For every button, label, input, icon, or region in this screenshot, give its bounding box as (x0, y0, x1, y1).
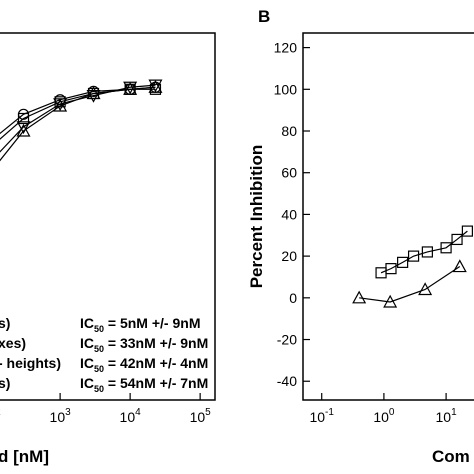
annotation-text: = 33nM +/- 9nM (104, 335, 208, 351)
y-tick-label: 20 (281, 248, 297, 264)
tick-exponent: 1 (451, 407, 457, 418)
x-tick-label: 101 (436, 407, 458, 425)
y-tick-label: 60 (281, 165, 297, 181)
marker (407, 250, 420, 262)
marker (148, 79, 163, 93)
tick-exponent: 3 (65, 407, 71, 418)
x-tick-label: 10-1 (309, 407, 334, 425)
annotation-text: = 5nM +/- 9nM (104, 315, 200, 331)
marker (53, 98, 68, 112)
annotation-prefix: IC (80, 355, 94, 371)
annotation-text: = 42nM +/- 4nM (104, 355, 208, 371)
marker (452, 259, 467, 273)
annotation-prefix: IC (80, 315, 94, 331)
marker (418, 282, 433, 296)
x-tick-label: 103 (50, 407, 72, 425)
series-line (359, 266, 461, 303)
panel-label: B (258, 7, 270, 26)
marker (385, 263, 397, 275)
y-axis-label: Percent Inhibition (247, 145, 266, 289)
marker (16, 121, 31, 135)
plot-frame (302, 32, 474, 401)
marker (461, 225, 473, 237)
annotation: IC50 = 5nM +/- 9nM (80, 315, 200, 334)
series-line (0, 86, 156, 135)
marker (451, 233, 463, 246)
series-line (0, 86, 156, 162)
marker (17, 112, 30, 125)
x-axis-label: Com (432, 447, 470, 466)
plot-frame (0, 32, 216, 401)
series-line (0, 88, 156, 140)
x-tick-label: 104 (120, 407, 142, 425)
marker (16, 123, 31, 137)
marker (123, 82, 138, 95)
annotation-prefix: IC (80, 375, 94, 391)
y-tick-label: 120 (274, 40, 298, 56)
tick-base: 10 (436, 409, 452, 425)
tick-exponent: 2 (0, 407, 1, 418)
marker (440, 242, 452, 254)
marker (86, 86, 101, 100)
annotation-prefix: IC (80, 335, 94, 351)
tick-base: 10 (50, 409, 66, 425)
annotation: IC50 = 42nM +/- 4nM (80, 355, 208, 374)
tick-base: 10 (190, 409, 206, 425)
tick-base: 10 (309, 409, 325, 425)
y-tick-label: 0 (289, 290, 297, 306)
tick-exponent: 5 (205, 407, 211, 418)
annotation-subscript: 50 (94, 364, 104, 374)
legend-label: s) (0, 315, 10, 331)
legend-label: xes) (0, 335, 26, 351)
annotation: IC50 = 54nM +/- 7nM (80, 375, 208, 394)
tick-exponent: -1 (325, 407, 334, 418)
tick-base: 10 (373, 409, 389, 425)
legend-label: s) (0, 375, 10, 391)
y-tick-label: -40 (277, 373, 297, 389)
annotation-subscript: 50 (94, 344, 104, 354)
y-tick-label: -20 (277, 332, 297, 348)
x-axis-label: d [nM] (0, 447, 49, 466)
annotation: IC50 = 33nM +/- 9nM (80, 335, 208, 354)
x-tick-label: 105 (190, 407, 212, 425)
marker (86, 89, 101, 103)
tick-exponent: 0 (389, 407, 395, 418)
y-tick-label: 100 (274, 81, 298, 97)
marker (352, 290, 367, 304)
legend-label: - heights) (0, 355, 61, 371)
marker (421, 246, 433, 258)
series-line (0, 84, 156, 153)
annotation-text: = 54nM +/- 7nM (104, 375, 208, 391)
series-line (380, 230, 468, 274)
marker (383, 294, 398, 308)
annotation-subscript: 50 (94, 324, 104, 334)
marker (397, 256, 409, 268)
y-tick-label: 40 (281, 206, 297, 222)
x-tick-label: 102 (0, 407, 1, 425)
y-tick-label: 80 (281, 123, 297, 139)
tick-exponent: 4 (135, 407, 141, 418)
x-tick-label: 100 (373, 407, 395, 425)
tick-base: 10 (120, 409, 136, 425)
annotation-subscript: 50 (94, 384, 104, 394)
